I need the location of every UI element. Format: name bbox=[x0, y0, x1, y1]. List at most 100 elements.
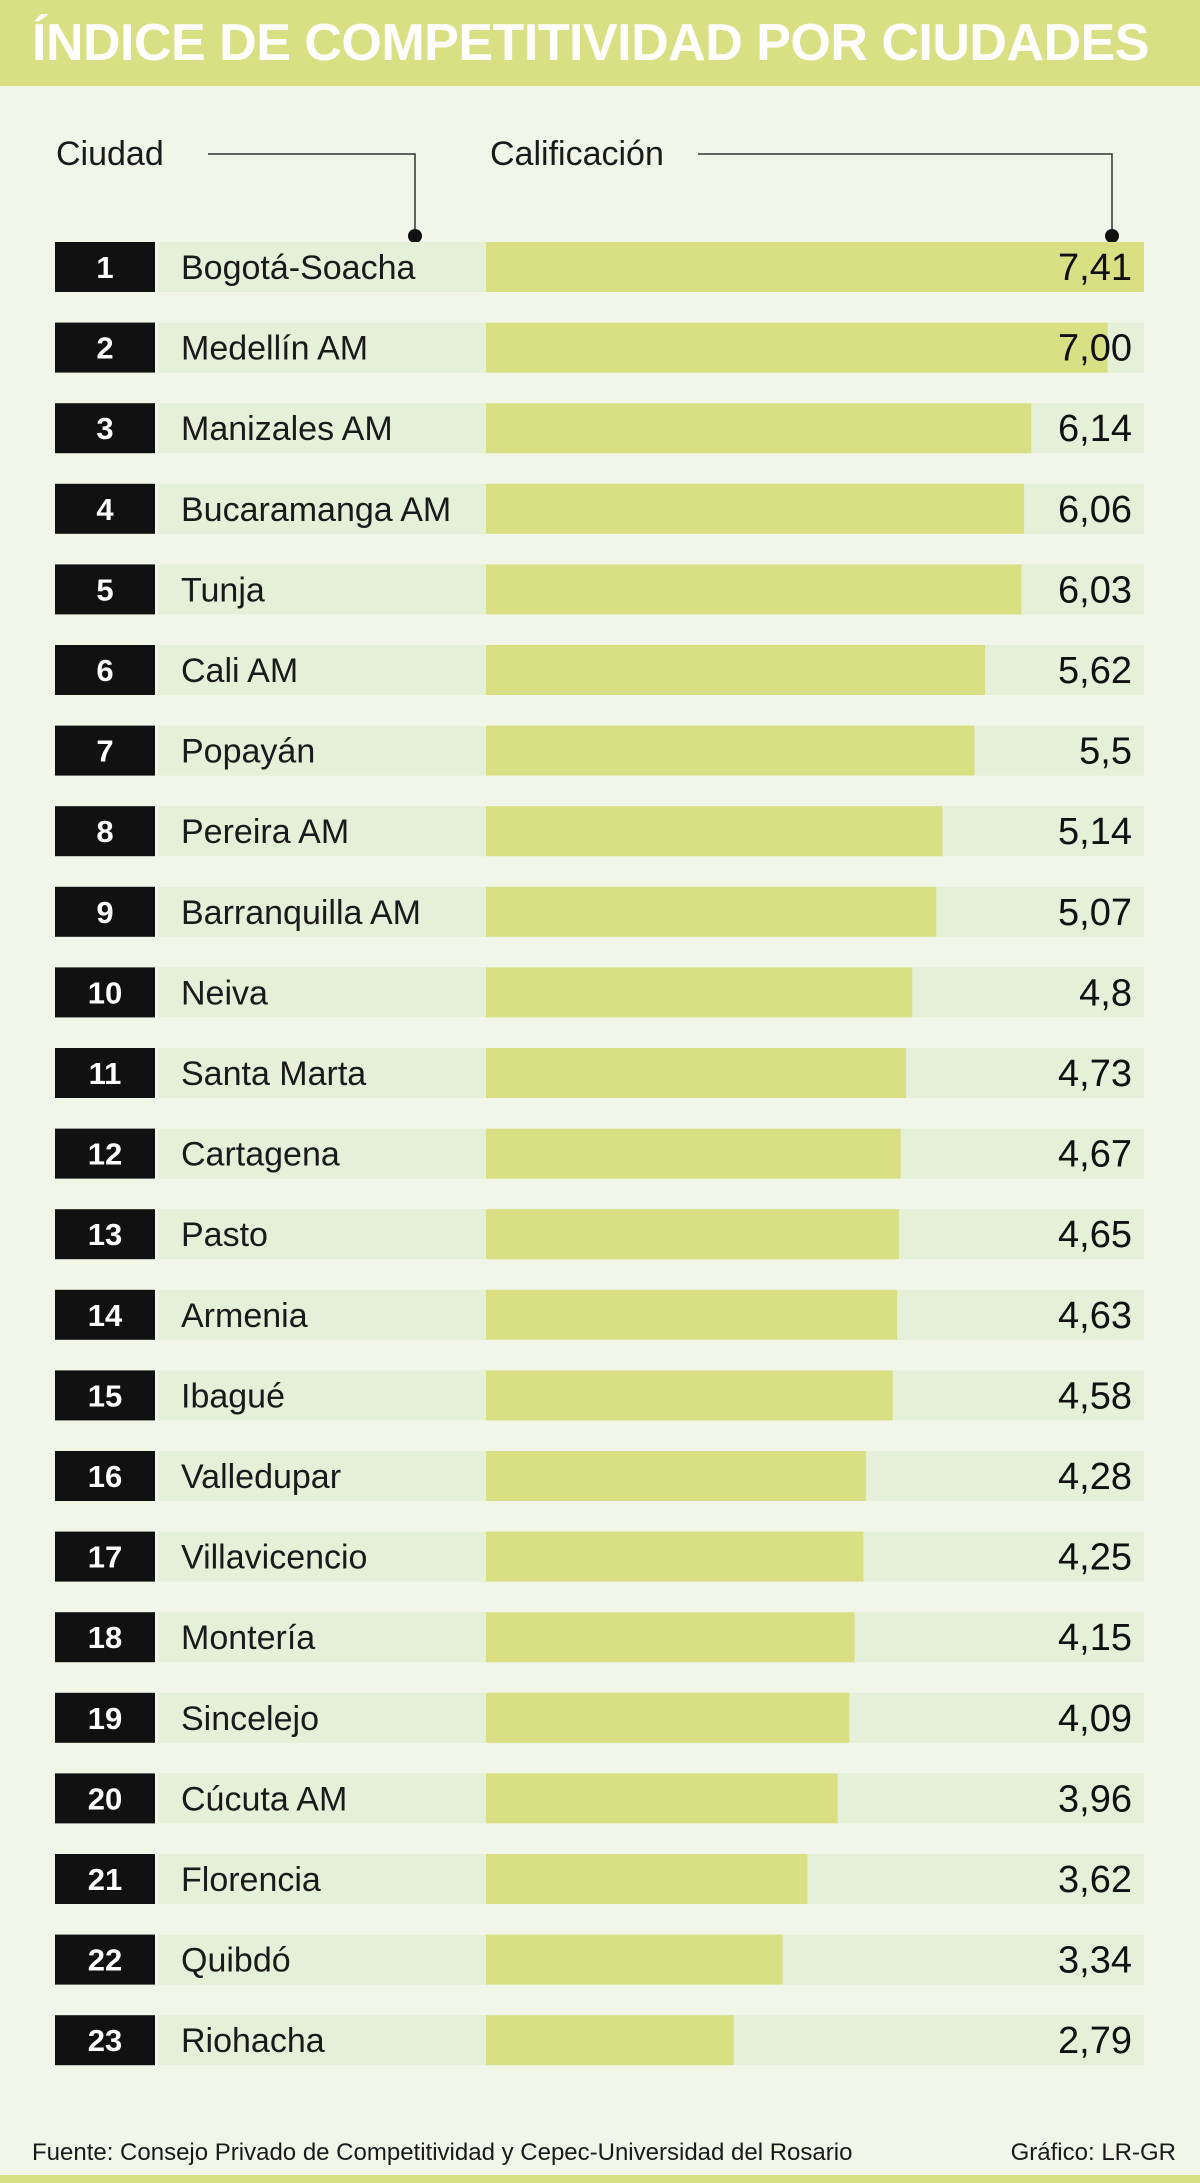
source-note: Fuente: Consejo Privado de Competitivida… bbox=[32, 2139, 853, 2166]
rank-label: 5 bbox=[96, 572, 113, 607]
table-row: 8 Pereira AM 5,14 bbox=[55, 806, 1144, 857]
value-label: 4,58 bbox=[1058, 1375, 1132, 1417]
rank-box bbox=[55, 322, 155, 373]
value-label: 6,14 bbox=[1058, 408, 1132, 450]
rank-box bbox=[55, 1209, 155, 1260]
city-label: Villavicencio bbox=[181, 1539, 367, 1577]
value-label: 4,63 bbox=[1058, 1295, 1132, 1337]
value-label: 4,8 bbox=[1079, 972, 1132, 1014]
table-row: 21 Florencia 3,62 bbox=[55, 1854, 1144, 1904]
city-label: Quibdó bbox=[181, 1942, 291, 1980]
value-bar bbox=[486, 1612, 855, 1663]
table-row: 14 Armenia 4,63 bbox=[55, 1289, 1144, 1340]
city-label: Neiva bbox=[181, 974, 268, 1012]
city-column-header: Ciudad bbox=[56, 135, 164, 173]
rank-label: 10 bbox=[88, 975, 122, 1010]
value-label: 4,28 bbox=[1058, 1456, 1132, 1498]
table-row: 2 Medellín AM 7,00 bbox=[55, 322, 1144, 373]
value-bar bbox=[486, 1289, 898, 1340]
city-label: Cúcuta AM bbox=[181, 1780, 347, 1818]
value-bar bbox=[486, 1128, 901, 1179]
value-bar bbox=[486, 564, 1022, 615]
value-label: 7,00 bbox=[1058, 328, 1132, 370]
rank-box bbox=[55, 403, 155, 454]
rank-label: 7 bbox=[96, 734, 113, 769]
value-bar bbox=[486, 1773, 838, 1824]
rank-box bbox=[55, 1612, 155, 1663]
chart-title: ÍNDICE DE COMPETITIVIDAD POR CIUDADES bbox=[32, 14, 1149, 72]
rank-label: 4 bbox=[96, 492, 114, 527]
rank-label: 16 bbox=[88, 1459, 122, 1494]
value-label: 5,07 bbox=[1058, 892, 1132, 934]
value-bar bbox=[486, 645, 986, 695]
value-label: 6,06 bbox=[1058, 489, 1132, 531]
rank-label: 20 bbox=[88, 1781, 122, 1816]
city-label: Santa Marta bbox=[181, 1055, 366, 1093]
table-row: 10 Neiva 4,8 bbox=[55, 967, 1144, 1018]
value-bar bbox=[486, 1692, 850, 1743]
value-bar bbox=[486, 483, 1025, 534]
rank-label: 8 bbox=[96, 814, 113, 849]
city-label: Barranquilla AM bbox=[181, 894, 421, 932]
table-row: 1 Bogotá-Soacha 7,41 bbox=[55, 242, 1144, 292]
city-label: Bucaramanga AM bbox=[181, 491, 451, 529]
value-bar bbox=[486, 403, 1032, 454]
table-row: 4 Bucaramanga AM 6,06 bbox=[55, 483, 1144, 534]
rank-label: 14 bbox=[88, 1298, 123, 1333]
rank-label: 11 bbox=[89, 1056, 122, 1091]
rank-box bbox=[55, 1128, 155, 1179]
rank-label: 21 bbox=[88, 1862, 122, 1897]
table-row: 22 Quibdó 3,34 bbox=[55, 1934, 1144, 1985]
value-label: 3,34 bbox=[1058, 1940, 1132, 1982]
city-label: Bogotá-Soacha bbox=[181, 249, 415, 287]
table-row: 16 Valledupar 4,28 bbox=[55, 1451, 1144, 1501]
credit-note: Gráfico: LR-GR bbox=[1010, 2139, 1176, 2166]
table-row: 23 Riohacha 2,79 bbox=[55, 2015, 1144, 2066]
city-label: Florencia bbox=[181, 1861, 321, 1899]
value-bar bbox=[486, 1451, 867, 1501]
city-label: Riohacha bbox=[181, 2022, 325, 2060]
value-label: 3,62 bbox=[1058, 1859, 1132, 1901]
bar-chart: 1 Bogotá-Soacha 7,41 2 Medellín AM 7,00 3 Maniz… bbox=[55, 242, 1144, 2066]
value-bar bbox=[486, 806, 943, 857]
value-label: 5,62 bbox=[1058, 650, 1132, 692]
value-label: 4,65 bbox=[1058, 1214, 1132, 1256]
value-label: 4,09 bbox=[1058, 1698, 1132, 1740]
value-label: 5,5 bbox=[1079, 731, 1132, 773]
rank-label: 6 bbox=[96, 653, 113, 688]
value-column-header: Calificación bbox=[490, 135, 664, 173]
rank-box bbox=[55, 242, 155, 292]
rank-box bbox=[55, 1934, 155, 1985]
table-row: 18 Montería 4,15 bbox=[55, 1612, 1144, 1663]
rank-box bbox=[55, 1048, 155, 1098]
rank-label: 3 bbox=[96, 411, 113, 446]
rank-label: 18 bbox=[88, 1620, 122, 1655]
value-label: 3,96 bbox=[1058, 1778, 1132, 1820]
value-bar bbox=[486, 1209, 899, 1260]
rank-label: 17 bbox=[88, 1540, 122, 1575]
city-label: Montería bbox=[181, 1619, 315, 1657]
city-label: Tunja bbox=[181, 571, 265, 609]
value-label: 5,14 bbox=[1058, 811, 1132, 853]
city-label: Medellín AM bbox=[181, 330, 368, 368]
table-row: 19 Sincelejo 4,09 bbox=[55, 1692, 1144, 1743]
city-label: Sincelejo bbox=[181, 1700, 319, 1738]
rank-label: 9 bbox=[96, 895, 113, 930]
table-row: 9 Barranquilla AM 5,07 bbox=[55, 886, 1144, 937]
value-label: 6,03 bbox=[1058, 569, 1132, 611]
city-label: Popayán bbox=[181, 733, 315, 771]
value-label: 4,25 bbox=[1058, 1537, 1132, 1579]
value-bar bbox=[486, 967, 913, 1018]
table-row: 12 Cartagena 4,67 bbox=[55, 1128, 1144, 1179]
rank-box bbox=[55, 886, 155, 937]
rank-box bbox=[55, 1531, 155, 1582]
rank-box bbox=[55, 564, 155, 615]
rank-box bbox=[55, 645, 155, 695]
rank-box bbox=[55, 725, 155, 776]
rank-box bbox=[55, 806, 155, 857]
city-label: Valledupar bbox=[181, 1458, 341, 1496]
table-row: 13 Pasto 4,65 bbox=[55, 1209, 1144, 1260]
footer-bar bbox=[0, 2175, 1200, 2183]
city-label: Cartagena bbox=[181, 1136, 340, 1174]
rank-box bbox=[55, 1289, 155, 1340]
